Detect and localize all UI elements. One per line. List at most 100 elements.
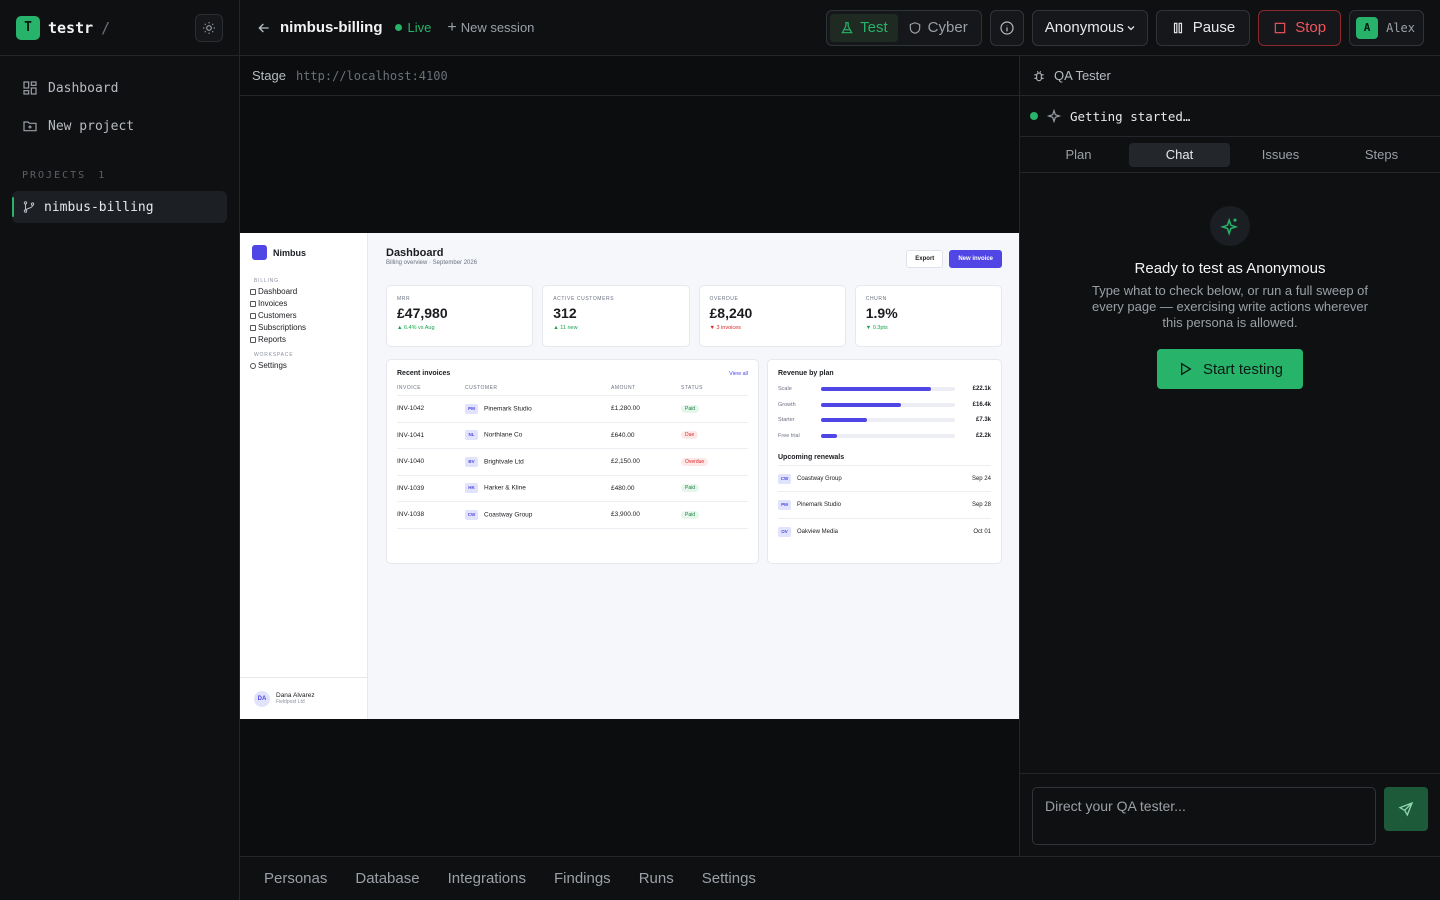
list-item[interactable]: PM Pinemark Studio Sep 28	[778, 491, 991, 518]
top-bar: nimbus-billing Live + New session Test C…	[240, 0, 1440, 56]
preview-logo-icon	[252, 245, 267, 260]
info-icon	[1000, 20, 1014, 35]
status-badge: Live	[394, 20, 431, 35]
preview-nav-label: Invoices	[258, 299, 288, 308]
plan-bar-row: Scale £22.1k	[778, 381, 991, 397]
qa-message-input[interactable]	[1032, 787, 1376, 845]
app-preview[interactable]: Nimbus BILLING Dashboard Invoices Custom…	[240, 233, 1019, 719]
breadcrumb-separator: /	[101, 18, 111, 37]
tab-settings[interactable]: Settings	[701, 870, 756, 887]
tab-findings[interactable]: Findings	[553, 870, 611, 887]
tab-personas[interactable]: Personas	[264, 870, 328, 887]
sidebar-header: T testr /	[0, 0, 239, 56]
customer-initials: PM	[778, 500, 791, 510]
tab-runs[interactable]: Runs	[638, 870, 674, 887]
send-button[interactable]	[1384, 787, 1428, 831]
recent-invoices-card: Recent invoices View all INVOICE CUSTOME…	[386, 359, 759, 564]
user-menu[interactable]: A Alex	[1349, 9, 1424, 46]
app-logo[interactable]: T	[16, 15, 40, 40]
status-badge: Paid	[681, 510, 700, 519]
tab-plan[interactable]: Plan	[1065, 146, 1092, 162]
mode-test-button[interactable]: Test	[830, 13, 898, 42]
persona-select[interactable]: Anonymous	[1031, 9, 1148, 46]
start-testing-label: Start testing	[1202, 360, 1284, 378]
app-name[interactable]: testr	[48, 18, 94, 37]
list-item[interactable]: OV Oakview Media Oct 01	[778, 517, 991, 545]
info-button[interactable]	[989, 9, 1024, 46]
invoice-id: INV-1039	[397, 475, 465, 502]
sparkle-icon	[1046, 108, 1062, 124]
theme-toggle-button[interactable]	[195, 13, 223, 42]
sidebar-item-dashboard[interactable]: Dashboard	[12, 70, 227, 106]
table-row[interactable]: INV-1038 CW Coastway Group £3,900.00 Paid	[397, 501, 748, 529]
revenue-by-plan-card: Revenue by plan Scale £22.1k Growth £16.…	[767, 359, 1002, 564]
sidebar-nav: Dashboard New project	[0, 56, 239, 144]
customer-name: Northlane Co	[484, 431, 523, 439]
invoice-status: Paid	[681, 475, 748, 502]
plan-label: Free trial	[778, 432, 800, 439]
preview-export-button[interactable]: Export	[906, 250, 944, 268]
renewal-name: Oakview Media	[797, 528, 839, 535]
preview-new-invoice-button[interactable]: New invoice	[949, 250, 1002, 268]
preview-actions: Export New invoice	[906, 250, 1002, 268]
new-session-button[interactable]: + New session	[447, 19, 534, 37]
preview-user[interactable]: DA Dana Alvarez Fieldpost Ltd	[240, 677, 367, 719]
qa-header: QA Tester	[1020, 56, 1440, 96]
tab-issues[interactable]: Issues	[1261, 146, 1300, 162]
preview-nav-invoices[interactable]: Invoices	[250, 298, 367, 310]
pause-label: Pause	[1192, 19, 1236, 36]
invoice-id: INV-1038	[397, 501, 465, 529]
stop-button[interactable]: Stop	[1258, 9, 1342, 46]
table-row[interactable]: INV-1041 NL Northlane Co £640.00 Due	[397, 422, 748, 449]
customer-name: Harker & Kline	[484, 484, 526, 492]
sidebar-item-label: Dashboard	[48, 80, 119, 96]
plus-icon: +	[447, 18, 457, 36]
plan-bar-fill	[821, 386, 931, 391]
preview-nav-reports[interactable]: Reports	[250, 334, 367, 346]
view-all-link[interactable]: View all	[729, 371, 748, 377]
plan-bar-track	[821, 386, 955, 391]
tab-steps[interactable]: Steps	[1364, 146, 1399, 162]
preview-nav-dashboard[interactable]: Dashboard	[250, 286, 367, 298]
tab-database[interactable]: Database	[355, 870, 420, 887]
customer-initials: CW	[465, 509, 478, 520]
table-row[interactable]: INV-1039 HK Harker & Kline £480.00 Paid	[397, 475, 748, 502]
preview-nav-customers[interactable]: Customers	[250, 310, 367, 322]
column-header: STATUS	[681, 383, 748, 396]
pause-icon	[1173, 22, 1182, 33]
table-row[interactable]: INV-1040 BV Brightvale Ltd £2,150.00 Over…	[397, 448, 748, 476]
invoices-table: INVOICE CUSTOMER AMOUNT STATUS INV-1042 …	[397, 383, 748, 529]
column-header: AMOUNT	[611, 383, 681, 396]
invoice-status: Due	[681, 422, 748, 449]
bug-icon	[1034, 70, 1044, 81]
sidebar-item-project-nimbus-billing[interactable]: nimbus-billing	[12, 191, 227, 223]
sidebar-item-new-project[interactable]: New project	[12, 108, 227, 144]
customer-initials: CW	[778, 473, 791, 484]
customer-initials: OV	[778, 526, 791, 537]
renewal-date: Sep 28	[971, 502, 991, 508]
kpi-delta: ▲ 6.4% vs Aug	[397, 325, 435, 331]
start-testing-button[interactable]: Start testing	[1157, 349, 1303, 389]
invoice-id: INV-1042	[397, 395, 465, 423]
table-row[interactable]: INV-1042 PM Pinemark Studio £1,280.00 Pai…	[397, 395, 748, 423]
plan-bar-track	[821, 418, 955, 423]
kpi-card: CHURN 1.9% ▼ 0.3pts	[854, 285, 1002, 347]
preview-nav-subscriptions[interactable]: Subscriptions	[250, 322, 367, 334]
list-item[interactable]: CW Coastway Group Sep 24	[778, 464, 991, 492]
back-button[interactable]	[256, 20, 272, 36]
stop-label: Stop	[1295, 19, 1327, 36]
tab-integrations[interactable]: Integrations	[447, 870, 526, 887]
plan-bar-fill	[821, 402, 902, 407]
kpi-delta: ▼ 3 invoices	[709, 325, 741, 331]
git-branch-icon	[23, 201, 35, 213]
preview-nav-settings[interactable]: Settings	[250, 360, 367, 372]
persona-select-value: Anonymous	[1044, 19, 1124, 36]
tab-chat[interactable]: Chat	[1129, 142, 1230, 167]
customer-name: Coastway Group	[484, 511, 533, 519]
customer-initials: BV	[465, 456, 478, 467]
qa-input-bar	[1020, 773, 1440, 856]
preview-nav-label: Customers	[258, 311, 297, 320]
pause-button[interactable]: Pause	[1155, 9, 1251, 46]
qa-status-text: Getting started…	[1070, 108, 1191, 124]
mode-cyber-button[interactable]: Cyber	[898, 14, 978, 42]
